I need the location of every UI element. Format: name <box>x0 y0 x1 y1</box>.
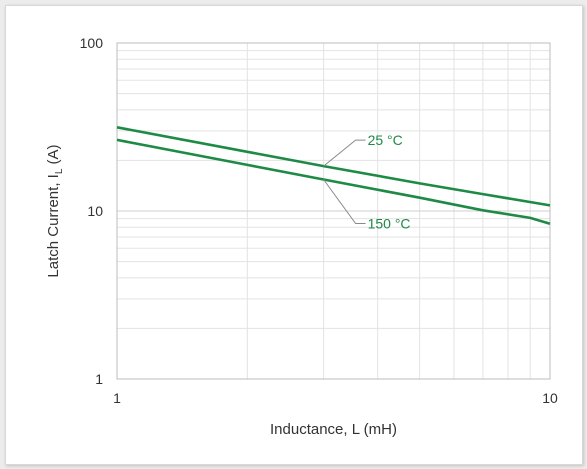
series-layer <box>116 126 551 225</box>
tick-labels: 1 10 100 1 10 <box>80 35 558 406</box>
annotation-label-1: 150 °C <box>368 215 411 231</box>
y-tick-label: 1 <box>95 371 103 387</box>
grid-minor <box>117 43 550 379</box>
x-tick-label: 1 <box>113 390 121 406</box>
annotation-leader-1 <box>323 179 366 224</box>
plot-frame <box>116 42 551 380</box>
series-line-1 <box>116 138 551 225</box>
annotation-label-0: 25 °C <box>368 132 403 148</box>
latch-current-chart: 25 °C 150 °C 1 10 100 1 10 Inductance, L (mH)… <box>45 35 558 438</box>
x-axis-label: Inductance, L (mH) <box>270 421 397 438</box>
y-axis-label-unit: (A) <box>45 144 62 168</box>
y-tick-label: 100 <box>80 35 104 51</box>
chart-card: 25 °C 150 °C 1 10 100 1 10 Inductance, L (mH)… <box>5 5 583 465</box>
annotations: 25 °C 150 °C <box>323 132 411 231</box>
y-axis-label-main: Latch Current, I <box>45 174 62 277</box>
annotation-leader-0 <box>323 139 366 167</box>
y-tick-label: 10 <box>87 203 103 219</box>
y-axis-label-subscript: L <box>54 168 65 174</box>
x-tick-label: 10 <box>542 390 558 406</box>
series-line-0 <box>116 126 551 207</box>
y-axis-label: Latch Current, IL (A) <box>45 144 65 277</box>
